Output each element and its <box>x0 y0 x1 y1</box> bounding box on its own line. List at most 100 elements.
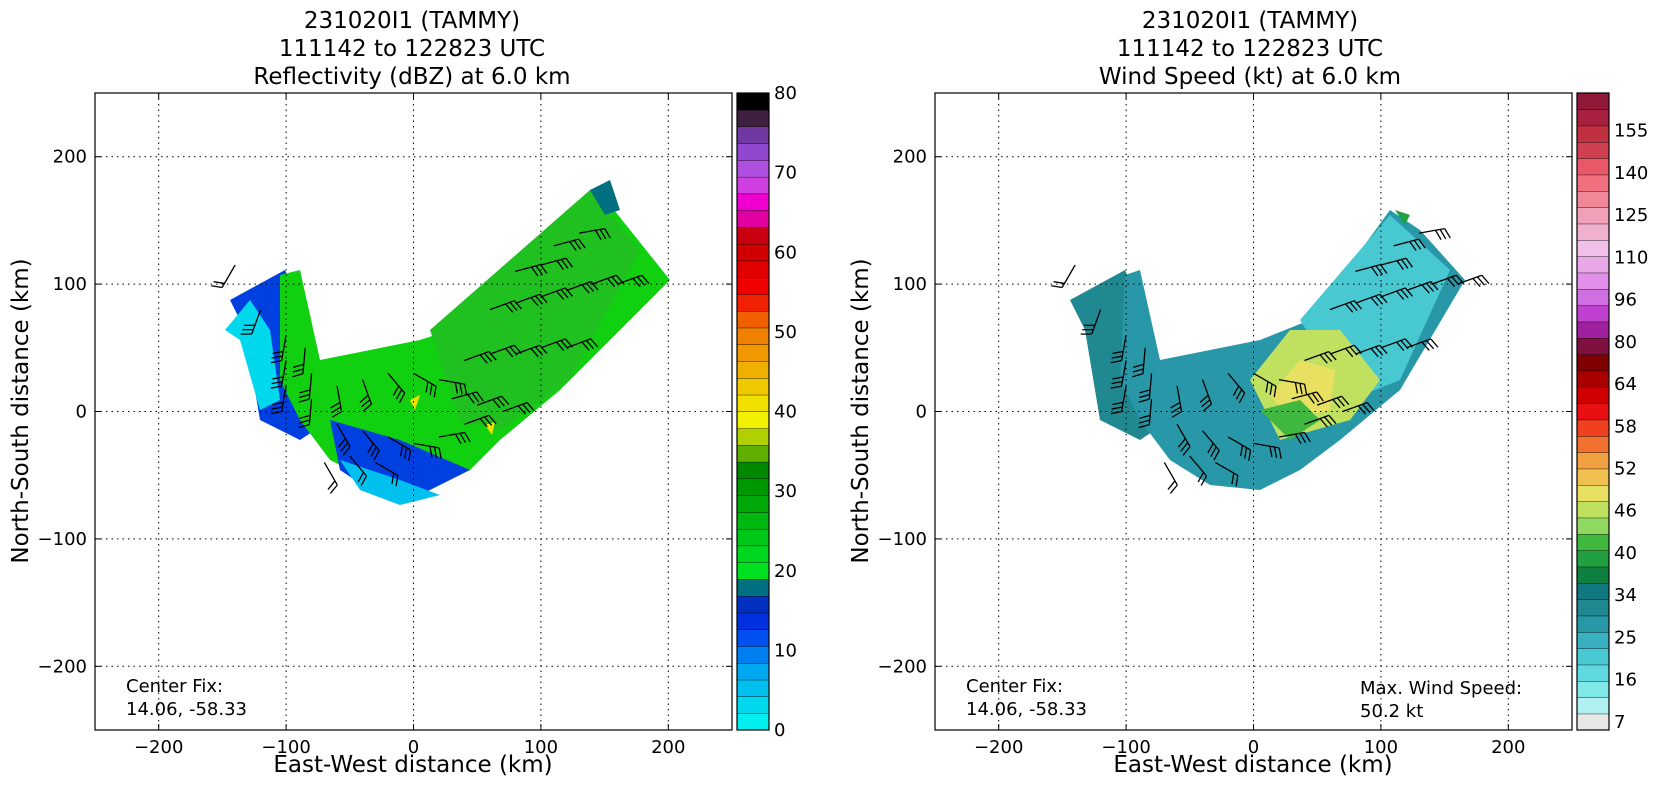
wind-barbs <box>1051 227 1490 494</box>
wind-barb-flag <box>1418 238 1426 249</box>
colorbar-cell <box>1576 501 1610 519</box>
colorbar-cell <box>1576 256 1610 274</box>
wind-barb-flag <box>1110 385 1122 389</box>
wind-barbs <box>211 227 650 494</box>
wind-barb-flag <box>1375 265 1383 276</box>
wind-barb-flag <box>1430 338 1439 348</box>
y-tick-label: −200 <box>38 656 87 677</box>
wind-barb-flag <box>1213 450 1220 461</box>
colorbar-cell <box>736 277 770 295</box>
wind-barb-flag <box>565 257 573 268</box>
wind-barb-flag <box>1362 403 1371 413</box>
wind-barb-flag <box>509 301 518 312</box>
colorbar-cell <box>1576 305 1610 323</box>
wind-speed-panel: 231020I1 (TAMMY) 111142 to 122823 UTC Wi… <box>848 8 1648 778</box>
colorbar-cell <box>1576 599 1610 617</box>
colorbar-cell <box>736 428 770 446</box>
wind-barb-flag <box>400 445 404 457</box>
wind-barb-flag <box>1111 380 1123 385</box>
axis-ticks: −200 −100 0 100 200 −200 −100 0 100 200 <box>38 93 732 758</box>
colorbar-label: 96 <box>1614 290 1637 311</box>
colorbar-cell <box>736 612 770 630</box>
wind-barb-flag <box>1278 447 1282 459</box>
wind-barb-flag <box>1207 443 1214 454</box>
wind-barb-flag <box>556 290 565 300</box>
wind-barb-flag <box>513 300 523 310</box>
wind-barb-flag <box>360 475 368 486</box>
wind-barb-flag <box>1400 259 1409 269</box>
colorbar-label: 0 <box>774 720 785 741</box>
wind-barb-flag <box>590 338 599 348</box>
wind-barb-flag <box>539 293 548 304</box>
title-line-2: 111142 to 122823 UTC <box>279 36 545 62</box>
wind-barb-flag <box>211 285 223 289</box>
colorbar-frame <box>1576 92 1610 731</box>
colorbar-cell <box>736 226 770 245</box>
wind-barb-flag <box>484 352 493 363</box>
colorbar-cell <box>736 293 770 312</box>
title-line-3: Reflectivity (dBZ) at 6.0 km <box>253 64 570 90</box>
wind-barb-flag <box>581 284 590 294</box>
wind-barb-flag <box>270 385 282 389</box>
wind-barb-flag <box>1341 395 1350 405</box>
wind-barb-flag <box>1051 285 1063 289</box>
wind-barb-flag <box>404 447 408 459</box>
colorbar-cell <box>736 713 770 731</box>
y-tick-label: −100 <box>878 529 927 550</box>
wind-barb-flag <box>1139 414 1151 419</box>
wind-barb-flag <box>501 395 510 405</box>
wind-barb-flag <box>1349 301 1358 312</box>
wind-barb-flag <box>1324 352 1333 363</box>
colorbar-label: 50 <box>774 322 797 343</box>
wind-barb-flag <box>1413 239 1422 250</box>
wind-barb-flag <box>1336 397 1345 407</box>
colorbar-label: 16 <box>1614 670 1637 691</box>
wind-barb-flag <box>1132 368 1144 373</box>
wind-barb-flag <box>522 403 531 413</box>
wind-barb-flag <box>292 373 304 378</box>
wind-barb-flag <box>530 266 539 277</box>
wind-barb-flag <box>1248 449 1252 461</box>
wind-barb-flag <box>1269 446 1273 458</box>
wind-barb-flag <box>1269 383 1273 395</box>
y-tick-label: −100 <box>38 529 87 550</box>
wind-barb-flag <box>479 354 488 364</box>
colorbar-cell <box>1576 239 1610 257</box>
wind-barb-flag <box>1138 419 1150 424</box>
wind-barb-flag <box>1476 276 1486 286</box>
wind-barb-flag <box>1182 446 1191 456</box>
wind-barb-flag <box>213 281 225 285</box>
wind-barb-flag <box>429 446 433 458</box>
colorbar-cell <box>736 310 770 329</box>
wind-barb-flag <box>484 416 493 426</box>
y-tick-label: 0 <box>916 402 927 423</box>
x-axis-label: East-West distance (km) <box>273 752 552 778</box>
y-tick-label: 0 <box>76 402 87 423</box>
wind-barb-flag <box>604 228 611 239</box>
colorbar-label: 30 <box>774 481 797 502</box>
wind-barb-flag <box>1319 418 1328 428</box>
colorbar-label: 58 <box>1614 416 1637 437</box>
wind-barb-flag <box>1265 381 1269 393</box>
wind-barb-flag <box>298 393 310 399</box>
colorbar-cell <box>1576 141 1610 159</box>
wind-barb-flag <box>1345 348 1354 358</box>
wind-barb-flag <box>1472 277 1481 288</box>
wind-barb-flag <box>1240 445 1244 457</box>
wind-barb-flag <box>1294 433 1302 444</box>
wind-barb-flag <box>272 350 284 355</box>
x-tick-label: −100 <box>261 737 310 758</box>
colorbar-cell <box>736 243 770 262</box>
wind-barb-flag <box>534 346 544 356</box>
y-tick-label: −200 <box>878 656 927 677</box>
colorbar-cell <box>1576 648 1610 666</box>
wind-barb-flag <box>1139 389 1151 394</box>
wind-barb-flag <box>1409 241 1417 251</box>
wind-barb-flag <box>433 386 437 398</box>
colorbar-cell <box>1576 566 1610 584</box>
colorbar-label: 34 <box>1614 585 1637 606</box>
wind-barb-flag <box>479 418 488 428</box>
reflectivity-field <box>225 180 670 505</box>
wind-barb-flag <box>373 450 380 461</box>
colorbar-cell <box>736 528 770 547</box>
